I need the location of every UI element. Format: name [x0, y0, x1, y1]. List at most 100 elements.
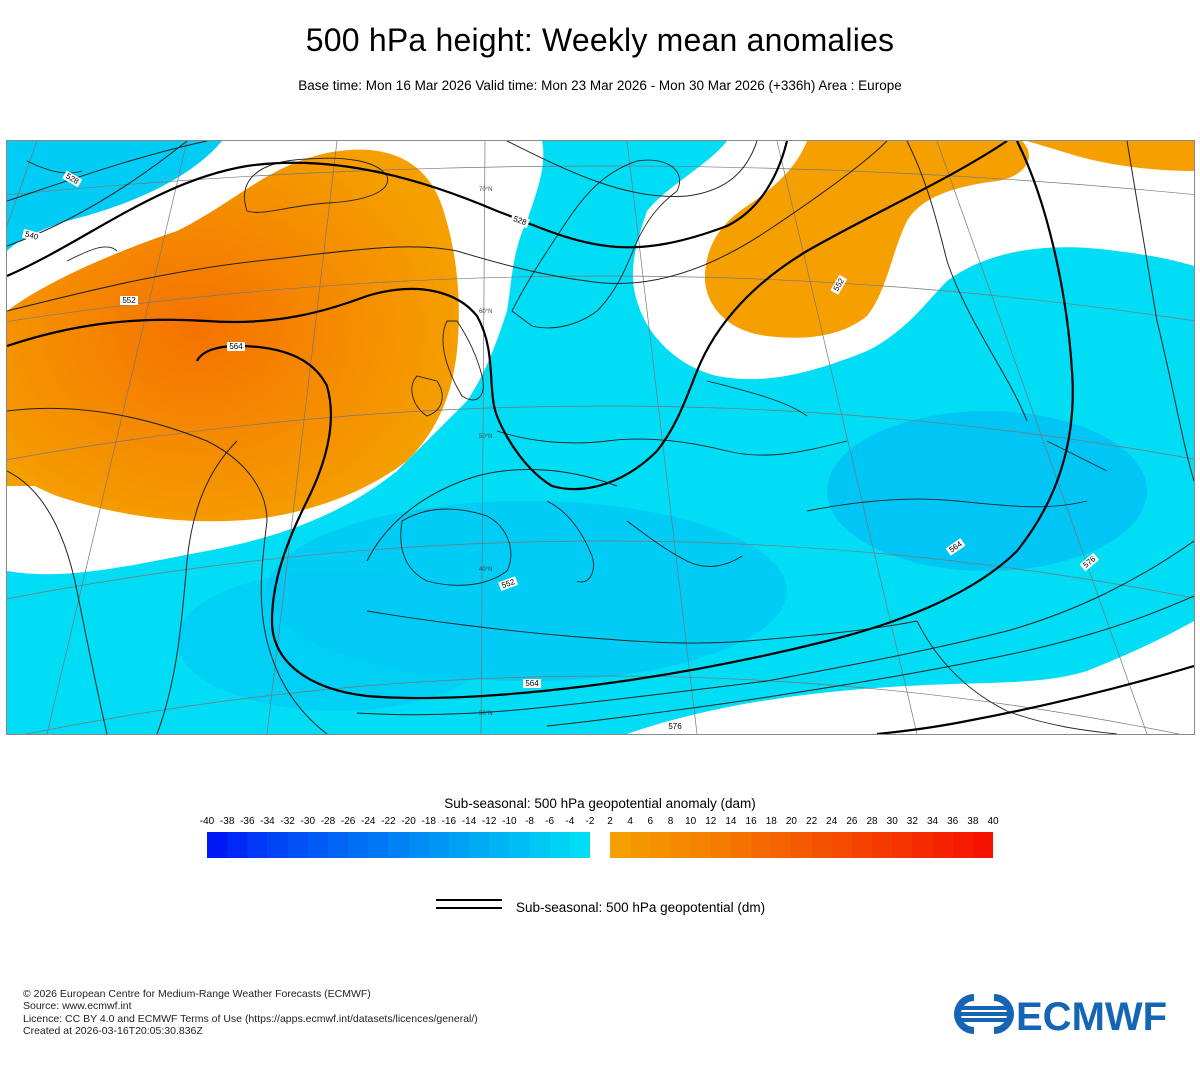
colorbar-segment: [690, 832, 712, 858]
colorbar-tick-label: -22: [381, 816, 396, 827]
colorbar-segment: [529, 832, 551, 858]
colorbar-tick-label: 6: [647, 816, 654, 827]
colorbar-tick-label: -26: [340, 816, 356, 827]
colorbar-tick-label: -10: [502, 816, 517, 827]
colorbar-tick-label: -4: [565, 816, 575, 827]
colorbar-tick-label: -2: [585, 816, 595, 827]
colorbar-segment: [932, 832, 954, 858]
colorbar-tick-label: 40: [987, 816, 999, 827]
colorbar-segment: [610, 832, 631, 858]
colorbar-segment: [791, 832, 813, 858]
contour-label: 576: [668, 722, 682, 731]
graticule-label: 40°N: [479, 567, 492, 573]
colorbar-segment: [710, 832, 732, 858]
footer: © 2026 European Centre for Medium-Range …: [23, 988, 478, 1038]
colorbar-segment: [348, 832, 369, 858]
contour-label: 552: [122, 296, 136, 305]
colorbar-tick-label: 26: [846, 816, 858, 827]
colorbar-tick-label: 10: [685, 816, 697, 827]
positive-anomaly-area: [7, 141, 1194, 522]
graticule-labels: 70°N 60°N 50°N 40°N 30°N: [479, 187, 492, 717]
colorbar-segment: [428, 832, 450, 858]
colorbar-segment: [509, 832, 531, 858]
colorbar-segment: [670, 832, 692, 858]
graticule-label: 50°N: [479, 434, 492, 440]
colorbar-segment: [307, 832, 329, 858]
colorbar-tick-label: 18: [765, 816, 777, 827]
colorbar-tick-label: 4: [627, 816, 633, 827]
colorbar-tick-label: -16: [441, 816, 457, 827]
colorbar-tick-label: 24: [826, 816, 838, 827]
colorbar-tick-label: 28: [866, 816, 878, 827]
colorbar-segment: [388, 832, 410, 858]
colorbar-tick-label: 32: [906, 816, 918, 827]
contour-label: 540: [24, 230, 40, 242]
graticule-label: 70°N: [479, 187, 492, 193]
colorbar-tick-label: 14: [725, 816, 737, 827]
colorbar-segment: [247, 832, 268, 858]
page-subtitle: Base time: Mon 16 Mar 2026 Valid time: M…: [298, 78, 902, 93]
colorbar-segment: [469, 832, 490, 858]
colorbar-tick-label: 30: [886, 816, 898, 827]
colorbar-tick-label: -20: [401, 816, 416, 827]
colorbar-tick-label: -6: [545, 816, 555, 827]
anomaly-map: 70°N 60°N 50°N 40°N 30°N: [7, 141, 1194, 734]
colorbar-tick-label: -12: [481, 816, 497, 827]
colorbar-segment: [549, 832, 571, 858]
coastlines: [26, 157, 1118, 734]
colorbar-segment: [912, 832, 934, 858]
colorbar-segment: [831, 832, 853, 858]
footer-source: Source: www.ecmwf.int: [23, 1000, 132, 1013]
colorbar-tick-label: -36: [240, 816, 255, 827]
colorbar-tick-label: -30: [300, 816, 316, 827]
footer-created: Created at 2026-03-16T20:05:30.836Z: [23, 1025, 203, 1038]
contour-labels: 528 540 552 564 552 564 576 576 564 528 …: [21, 170, 1100, 731]
geopotential-contours-major: [7, 141, 1194, 734]
footer-licence: Licence: CC BY 4.0 and ECMWF Terms of Us…: [23, 1012, 478, 1025]
colorbar-tick-label: -34: [260, 816, 275, 827]
colorbar-segment: [892, 832, 913, 858]
colorbar-segment: [952, 832, 974, 858]
colorbar-tick-label: -18: [421, 816, 436, 827]
colorbar-tick-label: -38: [219, 816, 235, 827]
contour-label: 564: [525, 679, 539, 688]
colorbar-tick-label: 2: [607, 816, 613, 827]
colorbar-tick-label: 8: [667, 816, 674, 827]
colorbar-tick-label: 20: [785, 816, 797, 827]
colorbar-tick-label: 38: [967, 816, 979, 827]
footer-copyright: © 2026 European Centre for Medium-Range …: [23, 988, 371, 1000]
colorbar-segment: [730, 832, 752, 858]
colorbar-segment: [327, 832, 349, 858]
colorbar-segment: [207, 832, 228, 858]
colorbar-ticks: -40 -38 -36 -34 -32 -30 -28 -26 -24 -22 -20 -18 -16-…: [0, 816, 1200, 830]
colorbar-segment: [972, 832, 994, 858]
colorbar-segment: [287, 832, 309, 858]
colorbar-tick-label: -8: [525, 816, 534, 827]
ecmwf-logo: ECMWF: [954, 994, 1167, 1038]
graticule-label: 30°N: [479, 711, 492, 717]
colorbar-segment: [267, 832, 289, 858]
colorbar-title: Sub-seasonal: 500 hPa geopotential anoma…: [444, 796, 756, 811]
colorbar-segment: [811, 832, 833, 858]
colorbar-segment: [227, 832, 248, 858]
colorbar-tick-label: 36: [947, 816, 959, 827]
colorbar-tick-label: -40: [199, 816, 215, 827]
graticule-label: 60°N: [479, 309, 492, 315]
colorbar-segment: [448, 832, 470, 858]
colorbar-segment: [650, 832, 671, 858]
colorbar-tick-label: 12: [705, 816, 717, 827]
colorbar-segment: [630, 832, 651, 858]
colorbar-tick-label: 16: [745, 816, 757, 827]
contour-label: 564: [229, 342, 243, 351]
colorbar-segment: [851, 832, 873, 858]
contour-line-legend-label: Sub-seasonal: 500 hPa geopotential (dm): [516, 900, 766, 915]
colorbar-segment: [569, 832, 591, 858]
colorbar-segment: [489, 832, 510, 858]
colorbar-segment: [872, 832, 893, 858]
colorbar-tick-label: -28: [320, 816, 336, 827]
contour-line-legend-icon: [436, 899, 502, 909]
colorbar-tick-label: -14: [461, 816, 477, 827]
map-panel: 70°N 60°N 50°N 40°N 30°N: [6, 140, 1195, 735]
colorbar-segment: [368, 832, 389, 858]
colorbar-segment: [408, 832, 430, 858]
